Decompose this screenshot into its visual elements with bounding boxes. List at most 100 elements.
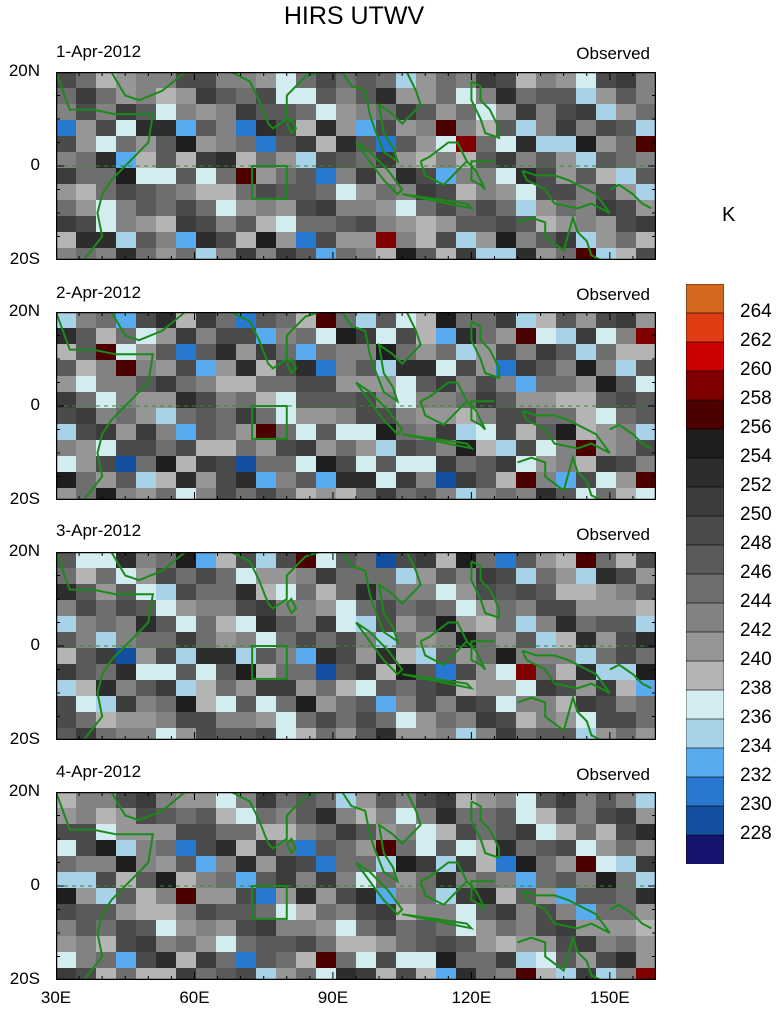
- lat-label: 20S: [9, 969, 40, 988]
- contour-map: [56, 792, 656, 980]
- coastline: [609, 423, 652, 450]
- coastline: [517, 454, 602, 500]
- colorbar-segment: [686, 399, 724, 430]
- coastline: [521, 169, 611, 214]
- colorbar-segment: [686, 312, 724, 343]
- colorbar-segment: [686, 544, 724, 575]
- lat-label: 20S: [9, 729, 40, 748]
- coastline: [466, 160, 495, 191]
- colorbar-label: 234: [740, 736, 772, 757]
- lat-label: 20N: [8, 301, 40, 320]
- coastline: [110, 72, 186, 102]
- colorbar-label: 258: [740, 388, 772, 409]
- coastline: [401, 193, 475, 210]
- colorbar-label: 260: [740, 359, 772, 380]
- coastline: [521, 889, 611, 934]
- lat-label: 20N: [8, 61, 40, 80]
- coastline: [355, 381, 404, 436]
- colorbar-label: 256: [740, 417, 772, 438]
- colorbar-label: 254: [740, 446, 772, 467]
- figure-title: HIRS UTWV: [283, 2, 425, 30]
- coastline: [56, 552, 155, 740]
- coastline: [341, 72, 422, 164]
- map-panel-3: [56, 552, 656, 740]
- coastline: [517, 694, 602, 740]
- panel-1-date: 1-Apr-2012: [56, 42, 142, 61]
- colorbar-label: 244: [740, 591, 772, 612]
- coastline: [56, 72, 155, 260]
- coastline: [355, 621, 404, 676]
- colorbar-label: 262: [740, 330, 772, 351]
- contour-field: [56, 72, 656, 260]
- coastline: [466, 400, 495, 431]
- coastline: [470, 800, 501, 860]
- panel-3-tag: Observed: [576, 525, 650, 544]
- coastline: [230, 72, 320, 130]
- lat-label: 20S: [9, 249, 40, 268]
- coastline: [341, 552, 422, 644]
- coastline: [285, 597, 298, 615]
- colorbar-label: 228: [740, 823, 772, 844]
- panel-4-tag: Observed: [576, 765, 650, 784]
- region-box: [251, 165, 288, 200]
- colorbar-label: 232: [740, 765, 772, 786]
- coastline: [470, 80, 501, 140]
- colorbar-segment: [686, 834, 724, 864]
- coastline: [285, 357, 298, 375]
- colorbar-segment: [686, 776, 724, 807]
- lat-label: 0: [30, 155, 40, 174]
- lat-label: 0: [30, 875, 40, 894]
- unit-label: K: [722, 204, 736, 226]
- colorbar-segment: [686, 718, 724, 749]
- colorbar-segment: [686, 689, 724, 720]
- lat-label: 20N: [8, 781, 40, 800]
- coastline: [517, 934, 602, 980]
- contour-map: [56, 552, 656, 740]
- coastline: [56, 792, 155, 980]
- coastline: [285, 837, 298, 855]
- colorbar-segment: [686, 747, 724, 778]
- coastline: [470, 320, 501, 380]
- lat-label: 0: [30, 635, 40, 654]
- coastline: [285, 117, 298, 135]
- colorbar-label: 242: [740, 620, 772, 641]
- colorbar-segment: [686, 428, 724, 459]
- coastline: [355, 861, 404, 916]
- colorbar-segment: [686, 631, 724, 662]
- coastline: [56, 312, 155, 500]
- lat-label: 20N: [8, 541, 40, 560]
- coastline: [110, 792, 186, 822]
- contour-field: [56, 312, 656, 500]
- colorbar-segment: [686, 486, 724, 517]
- lon-label: 150E: [589, 988, 630, 1007]
- coastline: [419, 381, 469, 427]
- colorbar-label: 246: [740, 562, 772, 583]
- colorbar-label: 236: [740, 707, 772, 728]
- colorbar-segment: [686, 341, 724, 372]
- colorbar-label: 252: [740, 475, 772, 496]
- coastline: [110, 552, 186, 582]
- lon-label: 30E: [40, 988, 72, 1007]
- region-box: [251, 885, 288, 920]
- contour-map: [56, 312, 656, 500]
- coastline: [401, 673, 475, 690]
- coastline: [341, 792, 422, 884]
- colorbar-label: 238: [740, 678, 772, 699]
- colorbar: [686, 284, 724, 864]
- panel-2-tag: Observed: [576, 285, 650, 304]
- coastline: [609, 663, 652, 690]
- lon-label: 60E: [179, 988, 210, 1007]
- coastline: [521, 409, 611, 454]
- coastline: [466, 640, 495, 671]
- colorbar-label: 230: [740, 794, 772, 815]
- coastline: [401, 433, 475, 450]
- coastline: [355, 141, 404, 196]
- coastline: [609, 903, 652, 930]
- coastline: [466, 880, 495, 911]
- panel-3-date: 3-Apr-2012: [56, 521, 142, 540]
- panel-4-date: 4-Apr-2012: [56, 762, 142, 781]
- colorbar-segment: [686, 515, 724, 546]
- colorbar-segment: [686, 805, 724, 836]
- colorbar-segment: [686, 660, 724, 691]
- coastline: [419, 861, 469, 907]
